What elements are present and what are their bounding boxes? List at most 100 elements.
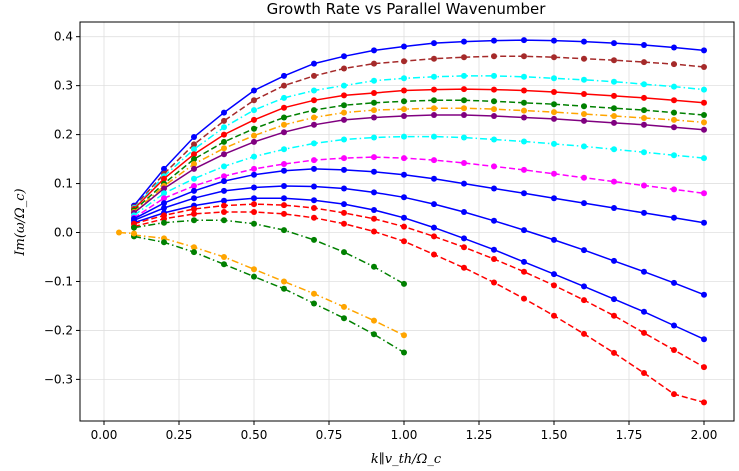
data-point <box>161 239 167 246</box>
data-point <box>371 317 377 324</box>
data-point <box>371 99 377 106</box>
data-point <box>521 138 527 145</box>
data-point <box>641 59 647 66</box>
data-point <box>671 116 677 123</box>
data-point <box>371 331 377 338</box>
data-point <box>461 264 467 271</box>
data-point <box>191 151 197 158</box>
data-point <box>701 190 707 197</box>
data-point <box>671 279 677 286</box>
data-point <box>581 174 587 181</box>
data-point <box>251 195 257 202</box>
data-point <box>521 73 527 80</box>
data-point <box>311 72 317 79</box>
data-point <box>431 105 437 112</box>
data-point <box>371 134 377 141</box>
data-point <box>431 201 437 208</box>
series-orange-start <box>116 229 137 237</box>
data-point <box>431 233 437 240</box>
data-point <box>611 349 617 356</box>
data-point <box>491 37 497 44</box>
data-point <box>161 205 167 211</box>
data-point <box>671 44 677 51</box>
data-point <box>161 219 167 226</box>
data-point <box>251 184 257 191</box>
data-point <box>281 210 287 217</box>
data-point <box>491 86 497 93</box>
data-point <box>251 107 257 114</box>
data-point <box>461 105 467 112</box>
data-point <box>431 133 437 140</box>
data-point <box>281 104 287 111</box>
data-point <box>671 109 677 116</box>
data-point <box>641 149 647 156</box>
data-point <box>341 65 347 72</box>
data-point <box>221 151 227 158</box>
data-point <box>521 268 527 275</box>
data-point <box>401 280 407 287</box>
data-point <box>671 124 677 131</box>
data-point <box>281 195 287 202</box>
data-point <box>581 55 587 62</box>
data-point <box>671 61 677 68</box>
data-point <box>281 285 287 292</box>
data-point <box>281 72 287 79</box>
data-point <box>371 215 377 222</box>
series-line <box>133 219 405 285</box>
data-point <box>461 180 467 187</box>
data-point <box>431 224 437 231</box>
data-point <box>581 103 587 110</box>
data-point <box>371 207 377 213</box>
x-tick-label: 1.75 <box>616 428 643 442</box>
series-green-dash-dot <box>131 217 407 287</box>
data-point <box>491 217 497 224</box>
data-point <box>311 183 317 190</box>
data-point <box>221 254 227 260</box>
data-point <box>701 47 707 54</box>
data-point <box>401 106 407 113</box>
data-point <box>431 73 437 80</box>
data-point <box>371 90 377 96</box>
data-point <box>341 155 347 162</box>
y-axis-label: Im(ω/Ω_c) <box>13 188 28 256</box>
data-point <box>581 283 587 290</box>
data-point <box>116 229 122 236</box>
data-point <box>581 247 587 254</box>
data-point <box>281 183 287 189</box>
data-point <box>371 60 377 67</box>
data-point <box>491 106 497 113</box>
y-tick-label: −0.1 <box>44 274 73 288</box>
data-point <box>371 263 377 270</box>
series-line <box>133 135 705 217</box>
data-point <box>581 76 587 83</box>
data-point <box>221 261 227 268</box>
data-point <box>311 140 317 147</box>
data-point <box>221 131 227 138</box>
data-point <box>491 163 497 170</box>
data-point <box>221 178 227 185</box>
series-cyan-dash-dot-lower <box>131 133 707 219</box>
data-point <box>311 157 317 164</box>
data-point <box>281 129 287 136</box>
data-point <box>311 107 317 114</box>
data-point <box>491 256 497 262</box>
series-green-dash-dot-lowest <box>131 233 407 356</box>
y-tick-label: 0.2 <box>54 128 73 142</box>
data-point <box>311 214 317 221</box>
data-point <box>401 87 407 94</box>
series-blue-solid-upper-envelope <box>131 37 707 209</box>
series-group <box>116 37 707 406</box>
data-point <box>641 107 647 114</box>
data-point <box>491 279 497 286</box>
data-point <box>371 154 377 161</box>
series-red-dashed-lowest <box>131 209 707 406</box>
data-point <box>701 364 707 371</box>
data-point <box>401 98 407 105</box>
data-point <box>551 37 557 44</box>
data-point <box>191 206 197 212</box>
data-point <box>551 271 557 278</box>
data-point <box>491 136 497 143</box>
data-point <box>701 64 707 70</box>
data-point <box>221 138 227 145</box>
